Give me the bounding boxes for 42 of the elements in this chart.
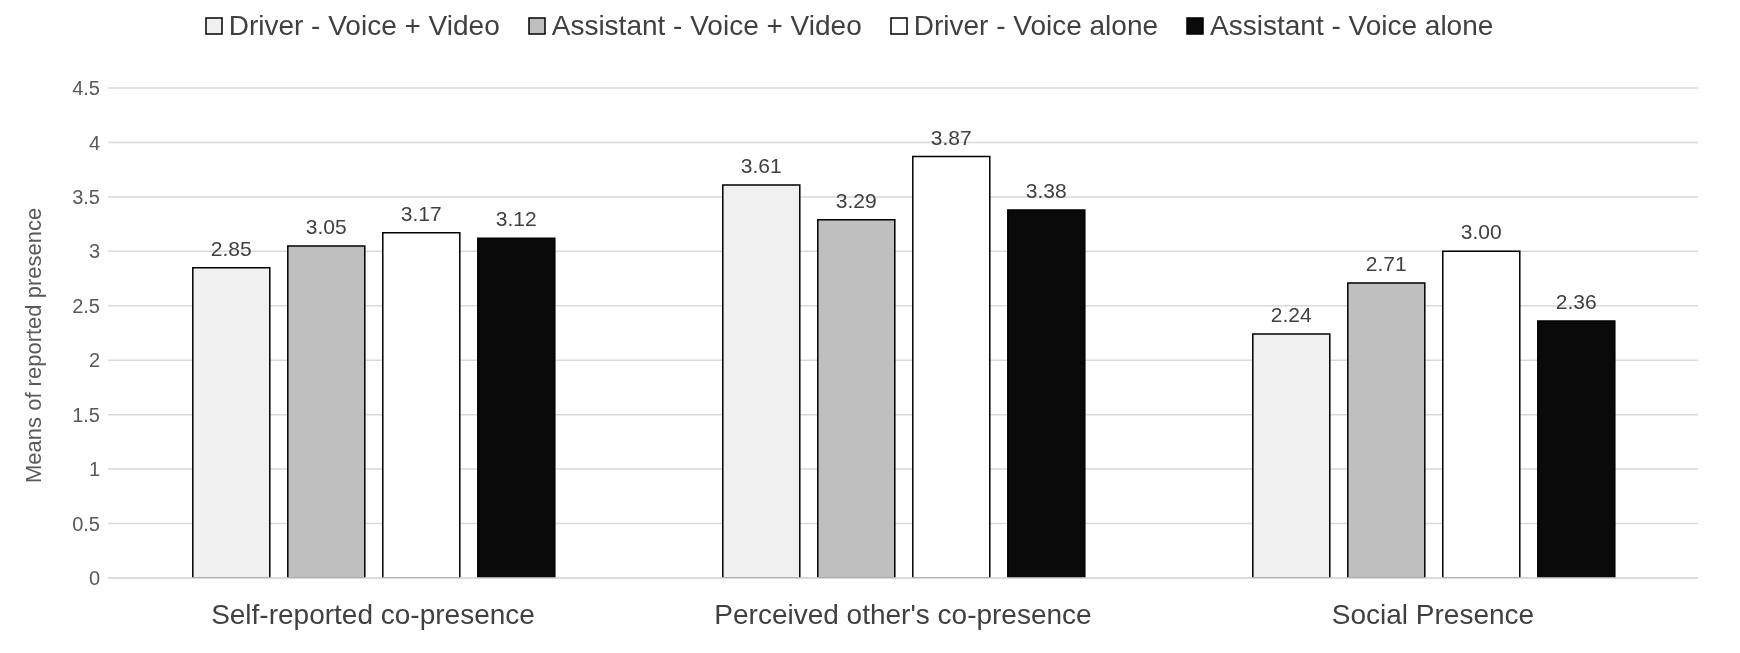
y-tick-label: 3 bbox=[88, 240, 100, 263]
bar bbox=[912, 155, 991, 578]
bar bbox=[817, 219, 896, 578]
data-label: 3.00 bbox=[1460, 220, 1502, 244]
data-label: 3.12 bbox=[495, 207, 537, 231]
bar bbox=[382, 232, 461, 578]
y-tick-label: 2.5 bbox=[72, 294, 100, 317]
y-tick-label: 3.5 bbox=[72, 185, 100, 208]
y-tick-label: 0 bbox=[88, 567, 100, 590]
bar bbox=[287, 245, 366, 578]
data-label: 3.17 bbox=[400, 201, 442, 225]
legend-label: Driver - Voice + Video bbox=[228, 9, 500, 41]
bar bbox=[192, 266, 271, 578]
bar bbox=[1442, 250, 1521, 578]
data-label: 3.38 bbox=[1025, 178, 1067, 202]
x-tick-label: Social Presence bbox=[1331, 598, 1535, 630]
data-label: 2.36 bbox=[1555, 290, 1597, 314]
data-label: 2.24 bbox=[1270, 303, 1313, 327]
y-tick-label: 4 bbox=[88, 131, 100, 154]
data-label: 3.61 bbox=[740, 153, 782, 177]
bar bbox=[722, 184, 801, 578]
bar bbox=[1007, 209, 1086, 578]
legend-label: Driver - Voice alone bbox=[913, 9, 1159, 41]
legend-label: Assistant - Voice alone bbox=[1210, 9, 1494, 41]
data-label: 2.85 bbox=[210, 236, 252, 260]
legend-label: Assistant - Voice + Video bbox=[551, 9, 862, 41]
bar bbox=[1537, 320, 1616, 578]
data-label: 3.29 bbox=[835, 188, 877, 212]
data-label: 3.87 bbox=[930, 125, 972, 149]
x-tick-label: Self-reported co-presence bbox=[211, 598, 535, 630]
data-label: 2.71 bbox=[1365, 251, 1407, 275]
y-tick-label: 0.5 bbox=[72, 512, 100, 535]
y-tick-label: 1.5 bbox=[72, 403, 100, 426]
bar bbox=[477, 237, 556, 578]
y-tick-label: 1 bbox=[88, 458, 100, 481]
data-label: 3.05 bbox=[305, 214, 347, 238]
bar bbox=[1347, 282, 1426, 578]
bar bbox=[1252, 333, 1331, 578]
y-tick-label: 2 bbox=[88, 349, 100, 372]
y-axis-title: Means of reported presence bbox=[20, 207, 46, 483]
x-tick-label: Perceived other's co-presence bbox=[714, 598, 1092, 630]
y-tick-label: 4.5 bbox=[72, 77, 100, 100]
